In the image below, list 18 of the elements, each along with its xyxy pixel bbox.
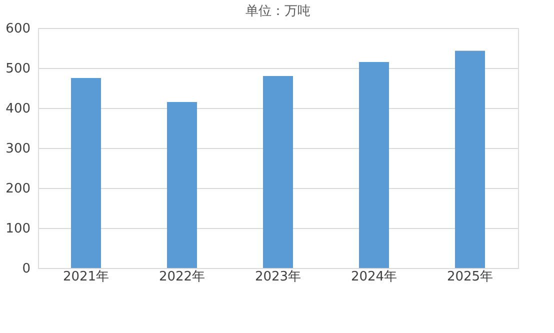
bar <box>455 50 485 268</box>
chart-title: 单位：万吨 <box>246 4 310 19</box>
y-tick-label: 300 <box>6 142 30 156</box>
y-tick-label: 400 <box>6 102 30 116</box>
y-tick-label: 600 <box>6 22 30 36</box>
bar <box>71 78 101 268</box>
bar <box>167 102 197 268</box>
x-tick-label: 2021年 <box>62 270 110 284</box>
x-tick-label: 2022年 <box>158 270 206 284</box>
y-tick-label: 100 <box>6 222 30 236</box>
x-tick-label: 2024年 <box>350 270 398 284</box>
x-tick-label: 2025年 <box>446 270 494 284</box>
bar <box>263 76 293 268</box>
y-tick-label: 500 <box>6 62 30 76</box>
bar <box>359 62 389 268</box>
y-tick-label: 0 <box>22 262 30 276</box>
x-tick-label: 2023年 <box>254 270 302 284</box>
y-tick-label: 200 <box>6 182 30 196</box>
